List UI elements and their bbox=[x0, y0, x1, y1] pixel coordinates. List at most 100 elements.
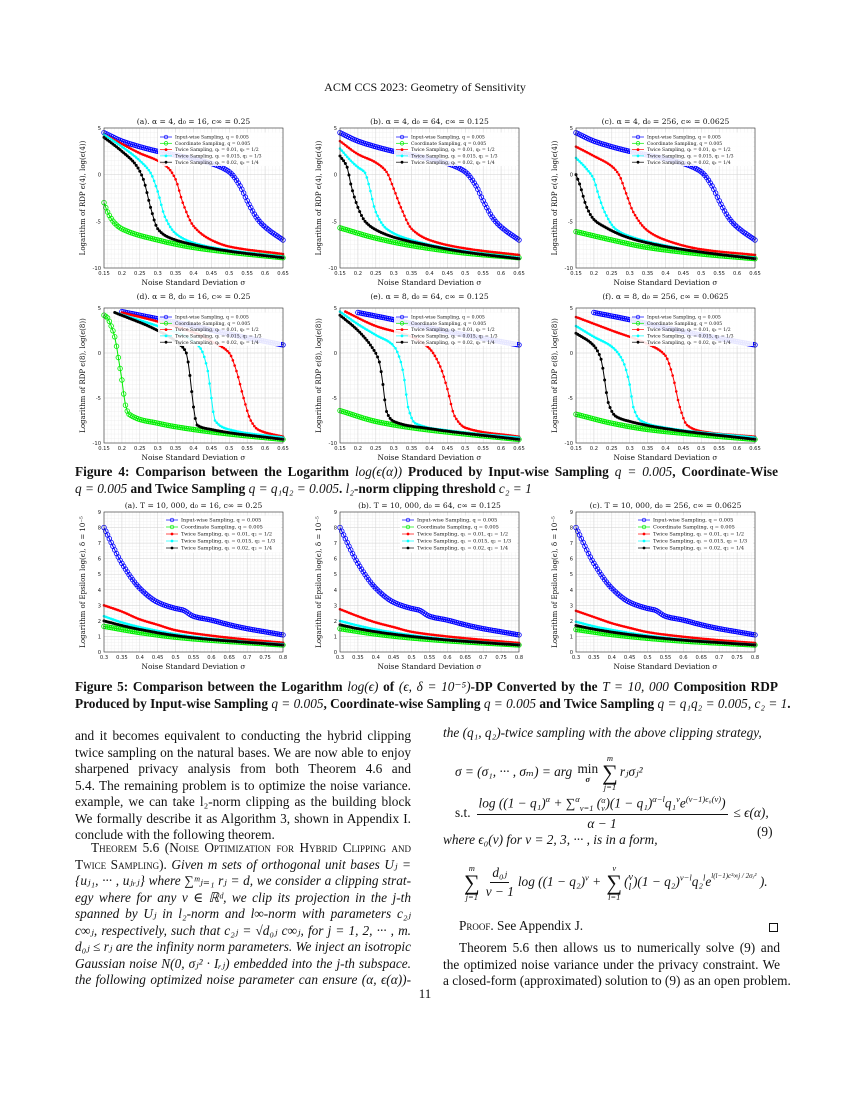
x-tick-label: 0.5 bbox=[407, 655, 415, 661]
data-marker bbox=[149, 205, 153, 209]
data-marker bbox=[193, 226, 197, 230]
x-tick-label: 0.7 bbox=[243, 655, 251, 661]
x-tick-label: 0.5 bbox=[225, 271, 233, 277]
x-axis-label: Noise Standard Deviation σ bbox=[378, 453, 482, 462]
data-marker bbox=[605, 214, 608, 217]
data-marker bbox=[589, 172, 592, 175]
data-marker bbox=[133, 154, 136, 158]
legend-marker bbox=[163, 141, 169, 146]
y-axis-label: Logarithm of RDP ϵ(4), log(ϵ(4)) bbox=[315, 140, 323, 255]
legend-label: Twice Sampling, q₁ = 0.015, q₂ = 1/3 bbox=[175, 154, 262, 160]
y-tick-label: 5 bbox=[570, 126, 573, 132]
x-tick-label: 0.4 bbox=[661, 271, 670, 277]
data-marker bbox=[260, 222, 267, 229]
data-marker bbox=[374, 210, 378, 214]
data-marker bbox=[597, 195, 601, 199]
x-tick-label: 0.8 bbox=[515, 655, 523, 661]
data-marker bbox=[376, 214, 379, 218]
x-tick-label: 0.2 bbox=[118, 271, 126, 277]
legend-label: Twice Sampling, q₁ = 0.015, q₂ = 1/3 bbox=[411, 334, 498, 340]
legend: Input-wise Sampling, q = 0.005Coordinate… bbox=[158, 132, 281, 166]
y-tick-label: 5 bbox=[570, 306, 573, 312]
data-marker bbox=[136, 157, 140, 161]
data-marker bbox=[442, 375, 446, 378]
data-marker bbox=[340, 141, 344, 144]
x-tick-label: 0.6 bbox=[207, 655, 215, 661]
y-tick-label: 0 bbox=[98, 173, 101, 179]
y-tick-label: 0 bbox=[98, 650, 101, 656]
legend-label: Twice Sampling, q₁ = 0.015, q₂ = 1/3 bbox=[181, 539, 275, 545]
data-marker bbox=[145, 191, 149, 195]
data-marker bbox=[612, 166, 615, 170]
data-marker bbox=[498, 224, 504, 230]
legend-marker bbox=[170, 546, 174, 550]
data-marker bbox=[199, 231, 202, 235]
data-marker bbox=[262, 224, 268, 230]
data-marker bbox=[156, 227, 160, 231]
data-marker bbox=[167, 166, 170, 170]
data-marker bbox=[377, 360, 381, 364]
data-marker bbox=[247, 415, 251, 418]
x-tick-label: 0.5 bbox=[461, 271, 469, 277]
data-marker bbox=[345, 145, 349, 148]
y-tick-label: 5 bbox=[334, 126, 337, 132]
legend-label: Twice Sampling, q₁ = 0.02, q₂ = 1/4 bbox=[175, 340, 259, 346]
data-marker bbox=[631, 405, 635, 409]
x-tick-label: 0.45 bbox=[206, 446, 218, 452]
data-marker bbox=[594, 346, 598, 350]
data-marker bbox=[245, 409, 249, 413]
data-marker bbox=[370, 346, 374, 350]
data-marker bbox=[226, 349, 229, 353]
legend-marker bbox=[164, 160, 168, 164]
x-tick-label: 0.25 bbox=[134, 446, 146, 452]
data-marker bbox=[408, 411, 412, 415]
data-marker bbox=[152, 218, 156, 222]
data-marker bbox=[669, 368, 673, 371]
data-marker bbox=[408, 225, 412, 228]
data-marker bbox=[145, 166, 149, 170]
x-tick-label: 0.35 bbox=[352, 655, 364, 661]
legend-label: Twice Sampling, q₁ = 0.015, q₂ = 1/3 bbox=[647, 154, 734, 160]
y-axis-label: Logarithm of Epsilon log(ϵ), δ = 10⁻⁵ bbox=[79, 516, 87, 648]
legend-label: Input-wise Sampling, q = 0.005 bbox=[175, 135, 249, 141]
data-marker bbox=[674, 390, 678, 393]
data-marker bbox=[174, 232, 177, 235]
data-marker bbox=[181, 201, 185, 204]
y-tick-label: 4 bbox=[334, 588, 338, 594]
x-tick-label: 0.6 bbox=[443, 655, 451, 661]
x-tick-label: 0.2 bbox=[118, 446, 126, 452]
y-tick-label: 0 bbox=[334, 173, 337, 179]
y-tick-label: 3 bbox=[334, 603, 337, 609]
data-marker bbox=[374, 351, 378, 355]
data-marker bbox=[190, 222, 194, 225]
y-tick-label: 2 bbox=[334, 619, 337, 625]
x-tick-label: 0.3 bbox=[390, 271, 398, 277]
y-tick-label: -10 bbox=[565, 266, 573, 272]
data-marker bbox=[147, 198, 151, 202]
y-tick-label: 5 bbox=[334, 572, 337, 578]
data-marker bbox=[233, 364, 236, 367]
chart-title: (b). α = 4, d₀ = 64, c∞ = 0.125 bbox=[370, 117, 489, 126]
data-marker bbox=[404, 393, 408, 396]
y-axis-label: Logarithm of RDP ϵ(8), log(ϵ(8)) bbox=[315, 318, 323, 433]
data-marker bbox=[626, 375, 630, 379]
data-marker bbox=[390, 182, 394, 186]
legend-marker bbox=[163, 134, 169, 140]
x-tick-label: 0.3 bbox=[154, 271, 162, 277]
data-marker bbox=[249, 419, 253, 422]
data-marker bbox=[449, 402, 453, 406]
y-tick-label: 0 bbox=[334, 351, 337, 357]
data-marker bbox=[172, 230, 176, 234]
data-marker bbox=[673, 381, 676, 385]
data-marker bbox=[639, 221, 642, 225]
x-tick-label: 0.3 bbox=[390, 446, 398, 452]
data-marker bbox=[385, 410, 389, 413]
legend-marker bbox=[400, 148, 404, 152]
data-marker bbox=[340, 149, 344, 152]
data-marker bbox=[635, 414, 639, 418]
data-marker bbox=[378, 163, 381, 167]
x-tick-label: 0.2 bbox=[354, 446, 362, 452]
x-tick-label: 0.25 bbox=[606, 446, 618, 452]
data-marker bbox=[587, 169, 590, 173]
data-marker bbox=[127, 150, 131, 154]
